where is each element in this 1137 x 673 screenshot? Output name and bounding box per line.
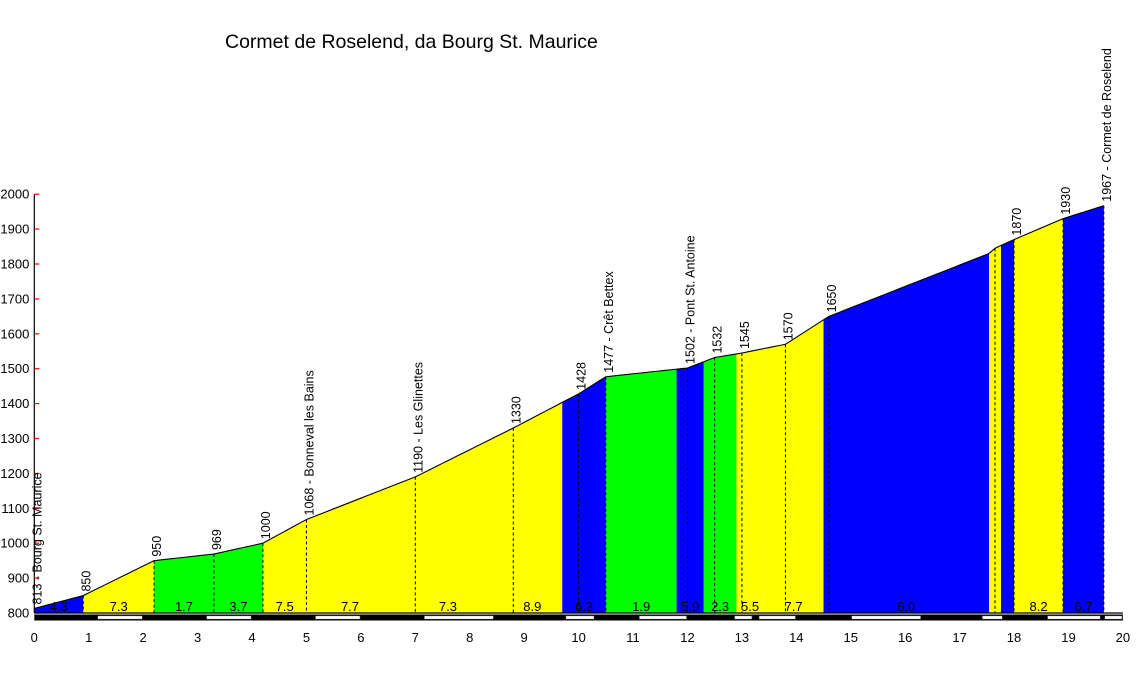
svg-text:7.3: 7.3 [110,599,128,614]
svg-text:9: 9 [521,630,528,645]
svg-text:1800: 1800 [0,257,29,272]
svg-text:1650: 1650 [825,284,839,312]
svg-text:6.7: 6.7 [1074,599,1092,614]
svg-text:800: 800 [8,606,30,621]
svg-text:1502 - Pont St. Antoine: 1502 - Pont St. Antoine [683,235,697,364]
svg-text:10: 10 [571,630,585,645]
svg-text:1500: 1500 [0,361,29,376]
svg-text:7.7: 7.7 [341,599,359,614]
svg-text:1870: 1870 [1010,208,1024,236]
svg-text:1545: 1545 [738,321,752,349]
svg-text:5.5: 5.5 [741,599,759,614]
svg-text:4.3: 4.3 [50,599,68,614]
svg-text:8: 8 [466,630,473,645]
svg-text:18: 18 [1007,630,1021,645]
svg-text:0: 0 [31,630,38,645]
svg-text:1.7: 1.7 [175,599,193,614]
svg-text:1100: 1100 [1,501,29,516]
svg-text:6.0: 6.0 [897,599,915,614]
svg-text:1570: 1570 [781,312,795,340]
svg-text:3: 3 [194,630,201,645]
svg-text:4: 4 [248,630,255,645]
svg-text:1930: 1930 [1059,187,1073,215]
svg-text:13: 13 [735,630,749,645]
svg-text:7.7: 7.7 [785,599,803,614]
svg-text:8.9: 8.9 [523,599,541,614]
svg-text:1300: 1300 [0,431,29,446]
svg-text:2: 2 [140,630,147,645]
svg-text:1200: 1200 [0,466,29,481]
svg-text:6: 6 [357,630,364,645]
svg-text:969: 969 [210,529,224,550]
svg-text:20: 20 [1116,630,1130,645]
svg-text:12: 12 [680,630,694,645]
svg-text:15: 15 [844,630,858,645]
svg-text:900: 900 [8,571,30,586]
svg-text:8.2: 8.2 [1029,599,1047,614]
svg-text:7: 7 [412,630,419,645]
svg-text:1900: 1900 [0,222,29,237]
svg-text:1330: 1330 [509,396,523,424]
svg-text:1700: 1700 [0,291,29,306]
svg-text:2.3: 2.3 [711,599,729,614]
svg-text:1: 1 [85,630,92,645]
svg-text:7.5: 7.5 [276,599,294,614]
svg-text:3.7: 3.7 [229,599,247,614]
svg-text:7.3: 7.3 [439,599,457,614]
svg-text:1.9: 1.9 [632,599,650,614]
svg-text:1068 - Bonneval les Bains: 1068 - Bonneval les Bains [302,370,316,515]
svg-text:1428: 1428 [575,362,589,390]
svg-text:19: 19 [1061,630,1075,645]
svg-text:16: 16 [898,630,912,645]
svg-text:5: 5 [303,630,310,645]
svg-text:1477 - Crêt Bettex: 1477 - Crêt Bettex [602,271,616,373]
svg-text:1600: 1600 [0,326,29,341]
svg-text:2000: 2000 [0,187,29,202]
svg-text:813 - Bourg St. Maurice: 813 - Bourg St. Maurice [30,472,44,604]
svg-text:1000: 1000 [0,536,29,551]
svg-text:1400: 1400 [0,396,29,411]
svg-text:11: 11 [626,630,640,645]
svg-text:1532: 1532 [711,326,725,354]
svg-text:950: 950 [150,536,164,557]
svg-text:14: 14 [789,630,803,645]
svg-text:5.9: 5.9 [681,599,699,614]
svg-text:1000: 1000 [259,511,273,539]
svg-text:6.3: 6.3 [575,599,593,614]
svg-text:1190 - Les Glinettes: 1190 - Les Glinettes [411,362,425,473]
svg-text:17: 17 [952,630,966,645]
svg-text:850: 850 [79,571,93,592]
svg-text:1967 - Cormet de Roselend: 1967 - Cormet de Roselend [1100,48,1114,202]
